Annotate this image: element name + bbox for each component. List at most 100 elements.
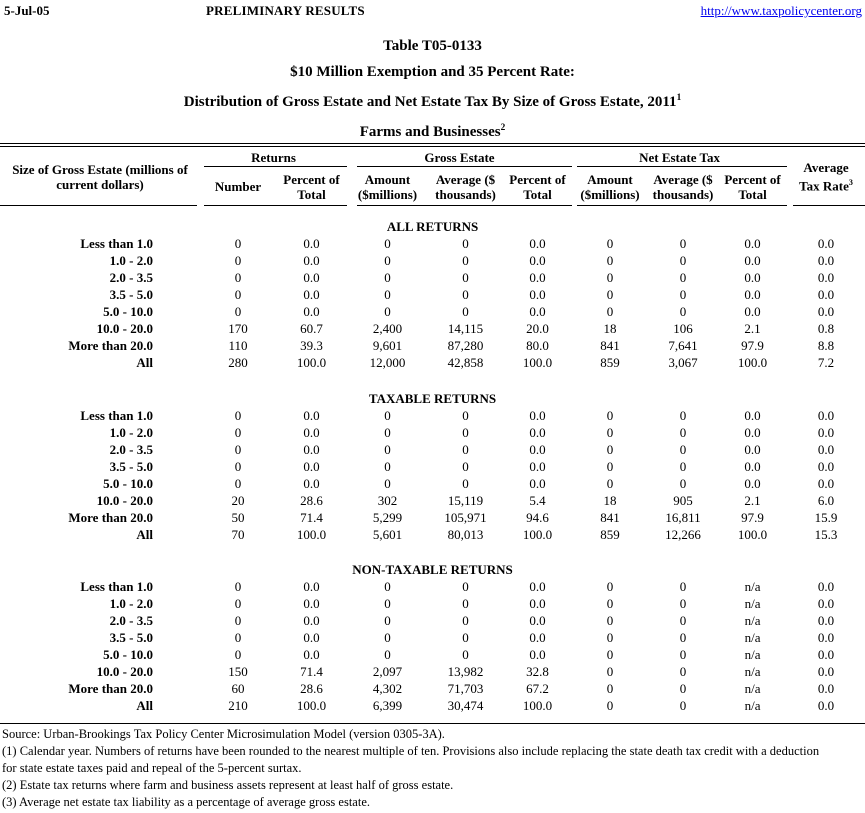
footnotes: Source: Urban-Brookings Tax Policy Cente… <box>2 726 830 811</box>
footnote-ref-2: 2 <box>500 123 506 133</box>
value-cell: 0.0 <box>817 304 835 319</box>
value-cell: 0 <box>679 236 687 251</box>
value-cell: 0 <box>462 304 469 319</box>
value-cell: 0.0 <box>817 253 835 268</box>
value-cell: 0.0 <box>529 579 546 594</box>
value-cell: 0.0 <box>303 630 320 645</box>
value-cell: 0 <box>606 253 614 268</box>
value-cell: 0.0 <box>744 408 761 423</box>
value-cell: 0.0 <box>817 664 835 679</box>
value-cell: 0 <box>606 698 614 713</box>
value-cell: 0 <box>384 476 391 491</box>
value-cell: 0.0 <box>303 253 320 268</box>
value-cell: 0 <box>234 408 242 423</box>
value-cell: 50 <box>231 510 245 525</box>
sub-header-row: Number Percent of Total Amount ($million… <box>0 167 865 206</box>
value-cell: 16,811 <box>665 510 701 525</box>
value-cell: 0 <box>606 442 614 457</box>
gross-estate-group-underline <box>357 166 572 167</box>
section-header: NON-TAXABLE RETURNS <box>352 562 513 577</box>
value-cell: 15,119 <box>447 493 484 508</box>
value-cell: 0 <box>234 287 242 302</box>
value-cell: 100.0 <box>737 527 768 542</box>
value-cell: 0.0 <box>817 596 835 611</box>
data-row: All 70 100.0 5,601 80,013 100.0 859 12,266 100.0… <box>0 526 865 543</box>
row-label: All <box>136 698 153 713</box>
value-cell: 0.8 <box>817 321 835 336</box>
value-cell: 0.0 <box>529 287 546 302</box>
value-cell: 0.0 <box>744 304 761 319</box>
value-cell: 0 <box>679 425 687 440</box>
row-label: More than 20.0 <box>68 338 153 353</box>
value-cell: 0 <box>384 253 391 268</box>
table-bottom-border <box>0 723 865 724</box>
header-bottom-border-seg2 <box>204 205 347 206</box>
value-cell: 0.0 <box>817 236 835 251</box>
value-cell: 14,115 <box>447 321 484 336</box>
table-body: ALL RETURNS Less than 1.0 0 0.0 0 0 0.0 0 0 0.0 0.… <box>0 206 865 714</box>
value-cell: 39.3 <box>300 338 323 353</box>
value-cell: 0.0 <box>744 459 761 474</box>
value-cell: 0 <box>606 270 614 285</box>
value-cell: 0 <box>234 442 242 457</box>
data-row: More than 20.0 50 71.4 5,299 105,971 94.6 841 1… <box>0 509 865 526</box>
value-cell: 0 <box>679 596 687 611</box>
value-cell: 20.0 <box>526 321 549 336</box>
value-cell: 105,971 <box>444 510 487 525</box>
farms-businesses-subtitle: Farms and Businesses2 <box>359 123 506 140</box>
value-cell: 0 <box>234 425 242 440</box>
taxpolicycenter-link[interactable]: http://www.taxpolicycenter.org <box>700 3 862 18</box>
value-cell: n/a <box>744 596 761 611</box>
row-label: 1.0 - 2.0 <box>109 253 153 268</box>
section-row: TAXABLE RETURNS <box>0 390 865 407</box>
value-cell: 0 <box>606 287 614 302</box>
data-row: 2.0 - 3.5 0 0.0 0 0 0.0 0 0 n/a 0.0 <box>0 612 865 629</box>
preliminary-results-label: PRELIMINARY RESULTS <box>206 3 365 18</box>
value-cell: 0.0 <box>303 613 320 628</box>
group-header-row: Size of Gross Estate (millions of curren… <box>0 147 865 194</box>
value-cell: 20 <box>231 493 245 508</box>
value-cell: 0 <box>462 408 469 423</box>
data-row: 10.0 - 20.0 170 60.7 2,400 14,115 20.0 18 106 2.… <box>0 320 865 337</box>
value-cell: 0 <box>234 253 242 268</box>
value-cell: 5,601 <box>372 527 403 542</box>
header-bottom-border-seg1 <box>0 205 197 206</box>
value-cell: 12,000 <box>369 355 406 370</box>
value-cell: 0.0 <box>303 647 320 662</box>
value-cell: 0 <box>234 236 242 251</box>
value-cell: 0 <box>606 647 614 662</box>
value-cell: 0.0 <box>817 270 835 285</box>
value-cell: 110 <box>228 338 248 353</box>
value-cell: 0 <box>234 270 242 285</box>
data-row: 10.0 - 20.0 20 28.6 302 15,119 5.4 18 905 2.1 6.0 <box>0 492 865 509</box>
value-cell: 0.0 <box>817 459 835 474</box>
value-cell: 0 <box>384 236 391 251</box>
value-cell: 0 <box>384 613 391 628</box>
value-cell: 2,097 <box>372 664 403 679</box>
value-cell: n/a <box>744 681 761 696</box>
value-cell: 0.0 <box>529 596 546 611</box>
value-cell: 150 <box>228 664 248 679</box>
value-cell: 18 <box>603 321 617 336</box>
value-cell: 0 <box>679 476 687 491</box>
value-cell: 71.4 <box>300 664 323 679</box>
value-cell: 0.0 <box>303 596 320 611</box>
value-cell: 859 <box>600 527 620 542</box>
value-cell: 0.0 <box>303 270 320 285</box>
value-cell: 8.8 <box>817 338 835 353</box>
value-cell: 0 <box>606 459 614 474</box>
value-cell: 0 <box>606 664 614 679</box>
value-cell: 0.0 <box>817 287 835 302</box>
value-cell: 0.0 <box>817 476 835 491</box>
footnote-1: (1) Calendar year. Numbers of returns ha… <box>2 744 820 775</box>
value-cell: 2.1 <box>744 321 761 336</box>
data-row: 3.5 - 5.0 0 0.0 0 0 0.0 0 0 n/a 0.0 <box>0 629 865 646</box>
value-cell: 0.0 <box>817 647 835 662</box>
row-label: 5.0 - 10.0 <box>103 476 153 491</box>
section-header: ALL RETURNS <box>386 219 479 234</box>
value-cell: 71.4 <box>300 510 323 525</box>
value-cell: 71,703 <box>447 681 484 696</box>
value-cell: 0.0 <box>529 613 546 628</box>
value-cell: 0 <box>384 442 391 457</box>
value-cell: 0.0 <box>529 408 546 423</box>
